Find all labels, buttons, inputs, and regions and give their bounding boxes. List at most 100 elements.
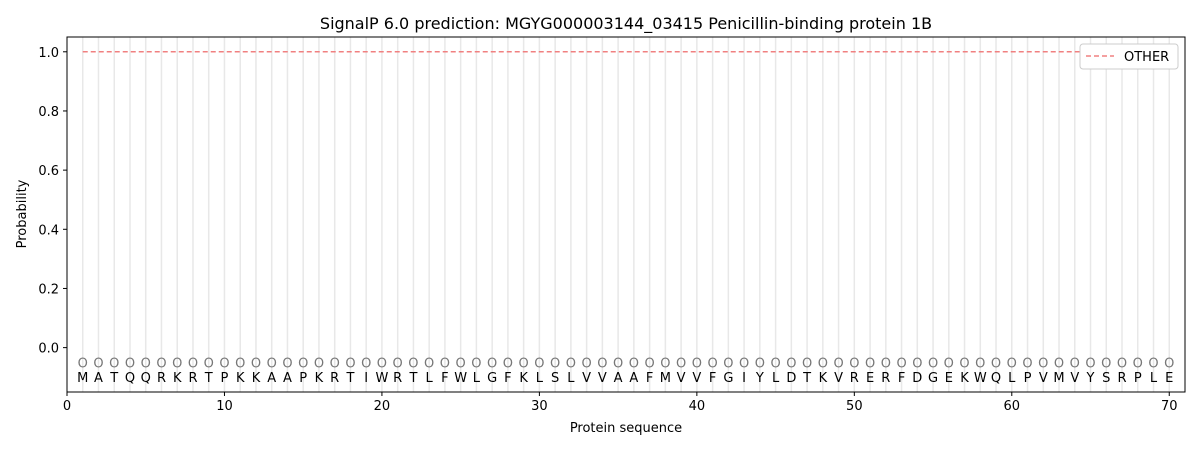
residue-label: S — [551, 371, 559, 386]
residue-label: V — [582, 371, 591, 386]
predicted-label: O — [959, 356, 969, 371]
predicted-label: O — [1101, 356, 1111, 371]
residue-label: V — [598, 371, 607, 386]
residue-label: Q — [125, 371, 135, 386]
x-tick-label: 60 — [1004, 399, 1021, 414]
predicted-label: O — [676, 356, 686, 371]
predicted-label: O — [645, 356, 655, 371]
predicted-label: O — [755, 356, 765, 371]
y-axis-label: Probability — [15, 179, 30, 248]
predicted-label: O — [991, 356, 1001, 371]
residue-label: L — [1150, 371, 1158, 386]
chart-title: SignalP 6.0 prediction: MGYG000003144_03… — [320, 14, 932, 34]
x-tick-label: 20 — [374, 399, 391, 414]
predicted-label: O — [235, 356, 245, 371]
residue-label: W — [454, 371, 467, 386]
residue-label: L — [473, 371, 481, 386]
x-tick-label: 40 — [689, 399, 706, 414]
predicted-label: O — [1085, 356, 1095, 371]
plot-frame — [66, 36, 1186, 393]
predicted-label: O — [881, 356, 891, 371]
predicted-label: O — [660, 356, 670, 371]
predicted-label: O — [849, 356, 859, 371]
residue-label: K — [819, 371, 828, 386]
y-tick-label: 0.8 — [38, 105, 59, 120]
predicted-label: O — [975, 356, 985, 371]
residue-label: I — [364, 371, 368, 386]
predicted-label: O — [298, 356, 308, 371]
residue-label: L — [426, 371, 434, 386]
predicted-label: O — [707, 356, 717, 371]
legend-label-other: OTHER — [1124, 50, 1169, 65]
predicted-label: O — [1022, 356, 1032, 371]
predicted-label: O — [330, 356, 340, 371]
y-tick-label: 0.0 — [38, 342, 59, 357]
residue-label: M — [660, 371, 671, 386]
predicted-label: O — [1007, 356, 1017, 371]
residue-label: V — [1070, 371, 1079, 386]
residue-label: F — [709, 371, 716, 386]
predicted-label: O — [141, 356, 151, 371]
residue-label: R — [188, 371, 197, 386]
residue-label: E — [945, 371, 953, 386]
residue-label: R — [157, 371, 166, 386]
residue-label: I — [742, 371, 746, 386]
predicted-label: O — [282, 356, 292, 371]
residue-label: V — [1039, 371, 1048, 386]
predicted-label: O — [534, 356, 544, 371]
predicted-label: O — [314, 356, 324, 371]
residue-label: W — [375, 371, 388, 386]
predicted-label: O — [597, 356, 607, 371]
x-tick-label: 10 — [216, 399, 233, 414]
residue-label: Q — [991, 371, 1001, 386]
predicted-label: O — [93, 356, 103, 371]
y-tick-label: 0.2 — [38, 282, 59, 297]
residue-label: M — [1053, 371, 1064, 386]
residue-label: D — [912, 371, 922, 386]
predicted-label: O — [267, 356, 277, 371]
predicted-label: O — [613, 356, 623, 371]
residue-label: G — [487, 371, 497, 386]
predicted-label: O — [503, 356, 513, 371]
residue-label: A — [283, 371, 292, 386]
predicted-label: O — [1133, 356, 1143, 371]
predicted-label: O — [723, 356, 733, 371]
predicted-label: O — [78, 356, 88, 371]
residue-label: A — [614, 371, 623, 386]
predicted-label: O — [1070, 356, 1080, 371]
predicted-label: O — [1148, 356, 1158, 371]
predicted-label: O — [786, 356, 796, 371]
residue-label: L — [567, 371, 575, 386]
predicted-label: O — [550, 356, 560, 371]
residue-label: P — [221, 371, 229, 386]
residue-label: T — [345, 371, 354, 386]
predicted-label: O — [361, 356, 371, 371]
predicted-label: O — [125, 356, 135, 371]
predicted-label: O — [251, 356, 261, 371]
residue-label: K — [173, 371, 182, 386]
residue-label: V — [834, 371, 843, 386]
residue-label: R — [393, 371, 402, 386]
residue-label: W — [974, 371, 987, 386]
predicted-label: O — [156, 356, 166, 371]
residue-label: P — [299, 371, 307, 386]
predicted-label: O — [818, 356, 828, 371]
residue-label: A — [267, 371, 276, 386]
predicted-label: O — [424, 356, 434, 371]
predicted-label: O — [408, 356, 418, 371]
predicted-label: O — [865, 356, 875, 371]
predicted-label: O — [519, 356, 529, 371]
x-tick-label: 70 — [1161, 399, 1178, 414]
residue-label: P — [1134, 371, 1142, 386]
residue-label: R — [881, 371, 890, 386]
residue-label: K — [236, 371, 245, 386]
residue-label: E — [866, 371, 874, 386]
residue-label: T — [109, 371, 118, 386]
residue-label: K — [315, 371, 324, 386]
predicted-label: O — [1054, 356, 1064, 371]
residue-label: E — [1165, 371, 1173, 386]
residue-label: K — [252, 371, 261, 386]
predicted-label: O — [944, 356, 954, 371]
residue-label: Q — [141, 371, 151, 386]
predicted-label: O — [204, 356, 214, 371]
